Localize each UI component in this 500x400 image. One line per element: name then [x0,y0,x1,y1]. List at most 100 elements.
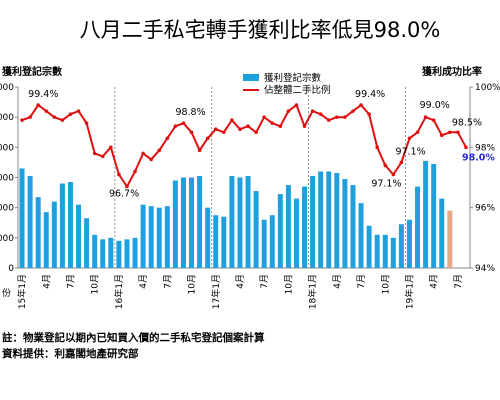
line-point [464,145,468,150]
bar [318,171,324,268]
left-axis-tick-label: 000 [0,143,14,153]
line-point [20,118,24,122]
legend-bar-swatch [243,74,259,81]
right-axis-tick-label: 98% [475,143,495,153]
right-axis-title: 獲利成功比率 [422,65,482,78]
bar [229,175,235,268]
line-point [448,130,452,135]
line-point [335,115,339,119]
line-point [278,124,283,129]
x-tick-label: 17年1月 [210,274,222,309]
bar [374,234,380,268]
bar [35,197,41,268]
bar [92,234,98,268]
bar-latest [447,210,453,268]
left-axis-tick-label: 0 [8,264,14,274]
bar [164,206,170,268]
footnote-data-provider: 資料提供：利嘉閣地產研究部 [2,348,139,360]
data-label: 98.5% [452,117,482,128]
bar [245,175,251,268]
bar [261,219,267,268]
line-point [100,154,105,159]
bar [19,168,25,268]
x-tick-label: 4月 [235,274,246,289]
bar [197,175,203,268]
bar [76,204,82,268]
line-point [133,169,137,174]
left-axis-tick-label: 000 [0,113,14,123]
bar [423,160,429,268]
bar [269,215,275,268]
bar [302,186,308,268]
line-point [117,172,121,177]
bar [116,240,122,268]
line-point [415,130,420,135]
bar [398,224,404,268]
data-label: 99.0% [420,100,450,111]
bar [189,177,195,268]
bar [43,212,49,268]
line-point [165,136,170,141]
bar [59,183,65,268]
line-point [157,148,162,153]
line-point [44,109,49,113]
left-axis-title: 獲利登記宗數 [2,65,62,78]
data-label: 99.4% [28,89,58,100]
left-axis-tick-label: 000 [0,204,14,214]
bar [100,239,106,268]
line-point [92,151,97,156]
bar [156,207,162,268]
data-label: 97.1% [395,146,425,157]
x-tick-label: 18年1月 [307,274,319,309]
right-axis-tick-label: 100% [475,83,500,93]
line-point [431,118,436,122]
line-point [367,112,371,116]
chart-title: 八月二手私宅轉手獲利比率低見98.0% [80,18,441,42]
x-tick-label: 7月 [65,274,76,289]
x-tick-label: 15年1月 [16,274,28,309]
line-point [230,118,234,122]
x-tick-label: 7月 [162,274,173,289]
line-point [254,130,258,135]
bar [205,207,211,268]
x-tick-label: 4月 [41,274,52,289]
line-point [375,145,379,150]
plot-area: 000000000000000000094%96%98%100%99.4%96.… [0,72,500,309]
bar [366,225,372,268]
line-point [60,118,65,122]
bar [350,185,356,268]
bar [293,198,299,268]
line-point [270,121,275,125]
bar [415,186,421,268]
bar [27,175,33,268]
bar [285,185,291,268]
left-axis-tick-label: 000 [0,234,14,244]
data-label: 99.4% [355,89,385,100]
line-point [294,103,299,107]
data-label: 98.0% [462,152,495,163]
x-tick-label: 10月 [283,274,294,294]
left-axis-tick-label: 000 [0,174,14,184]
line-point [423,115,428,119]
footnote-source-method: 註：物業登記以期內已知買入價的二手私宅登記個案計算 [2,332,265,344]
bar [180,177,186,268]
bar [132,237,138,268]
line-point [399,160,404,165]
bar [51,201,57,268]
line-point [318,112,323,116]
line-point [439,133,444,138]
bar [342,179,348,268]
line-point [149,157,153,162]
line-point [246,124,250,129]
x-tick-label: 10月 [90,274,101,294]
x-tick-label: 19年1月 [403,274,415,309]
x-tick-label: 16年1月 [113,274,125,309]
bar [108,237,114,268]
line-point [326,118,331,122]
line-point [213,127,218,132]
bar [84,218,90,268]
line-point [197,148,202,153]
line-point [36,103,40,107]
line-point [286,109,291,113]
